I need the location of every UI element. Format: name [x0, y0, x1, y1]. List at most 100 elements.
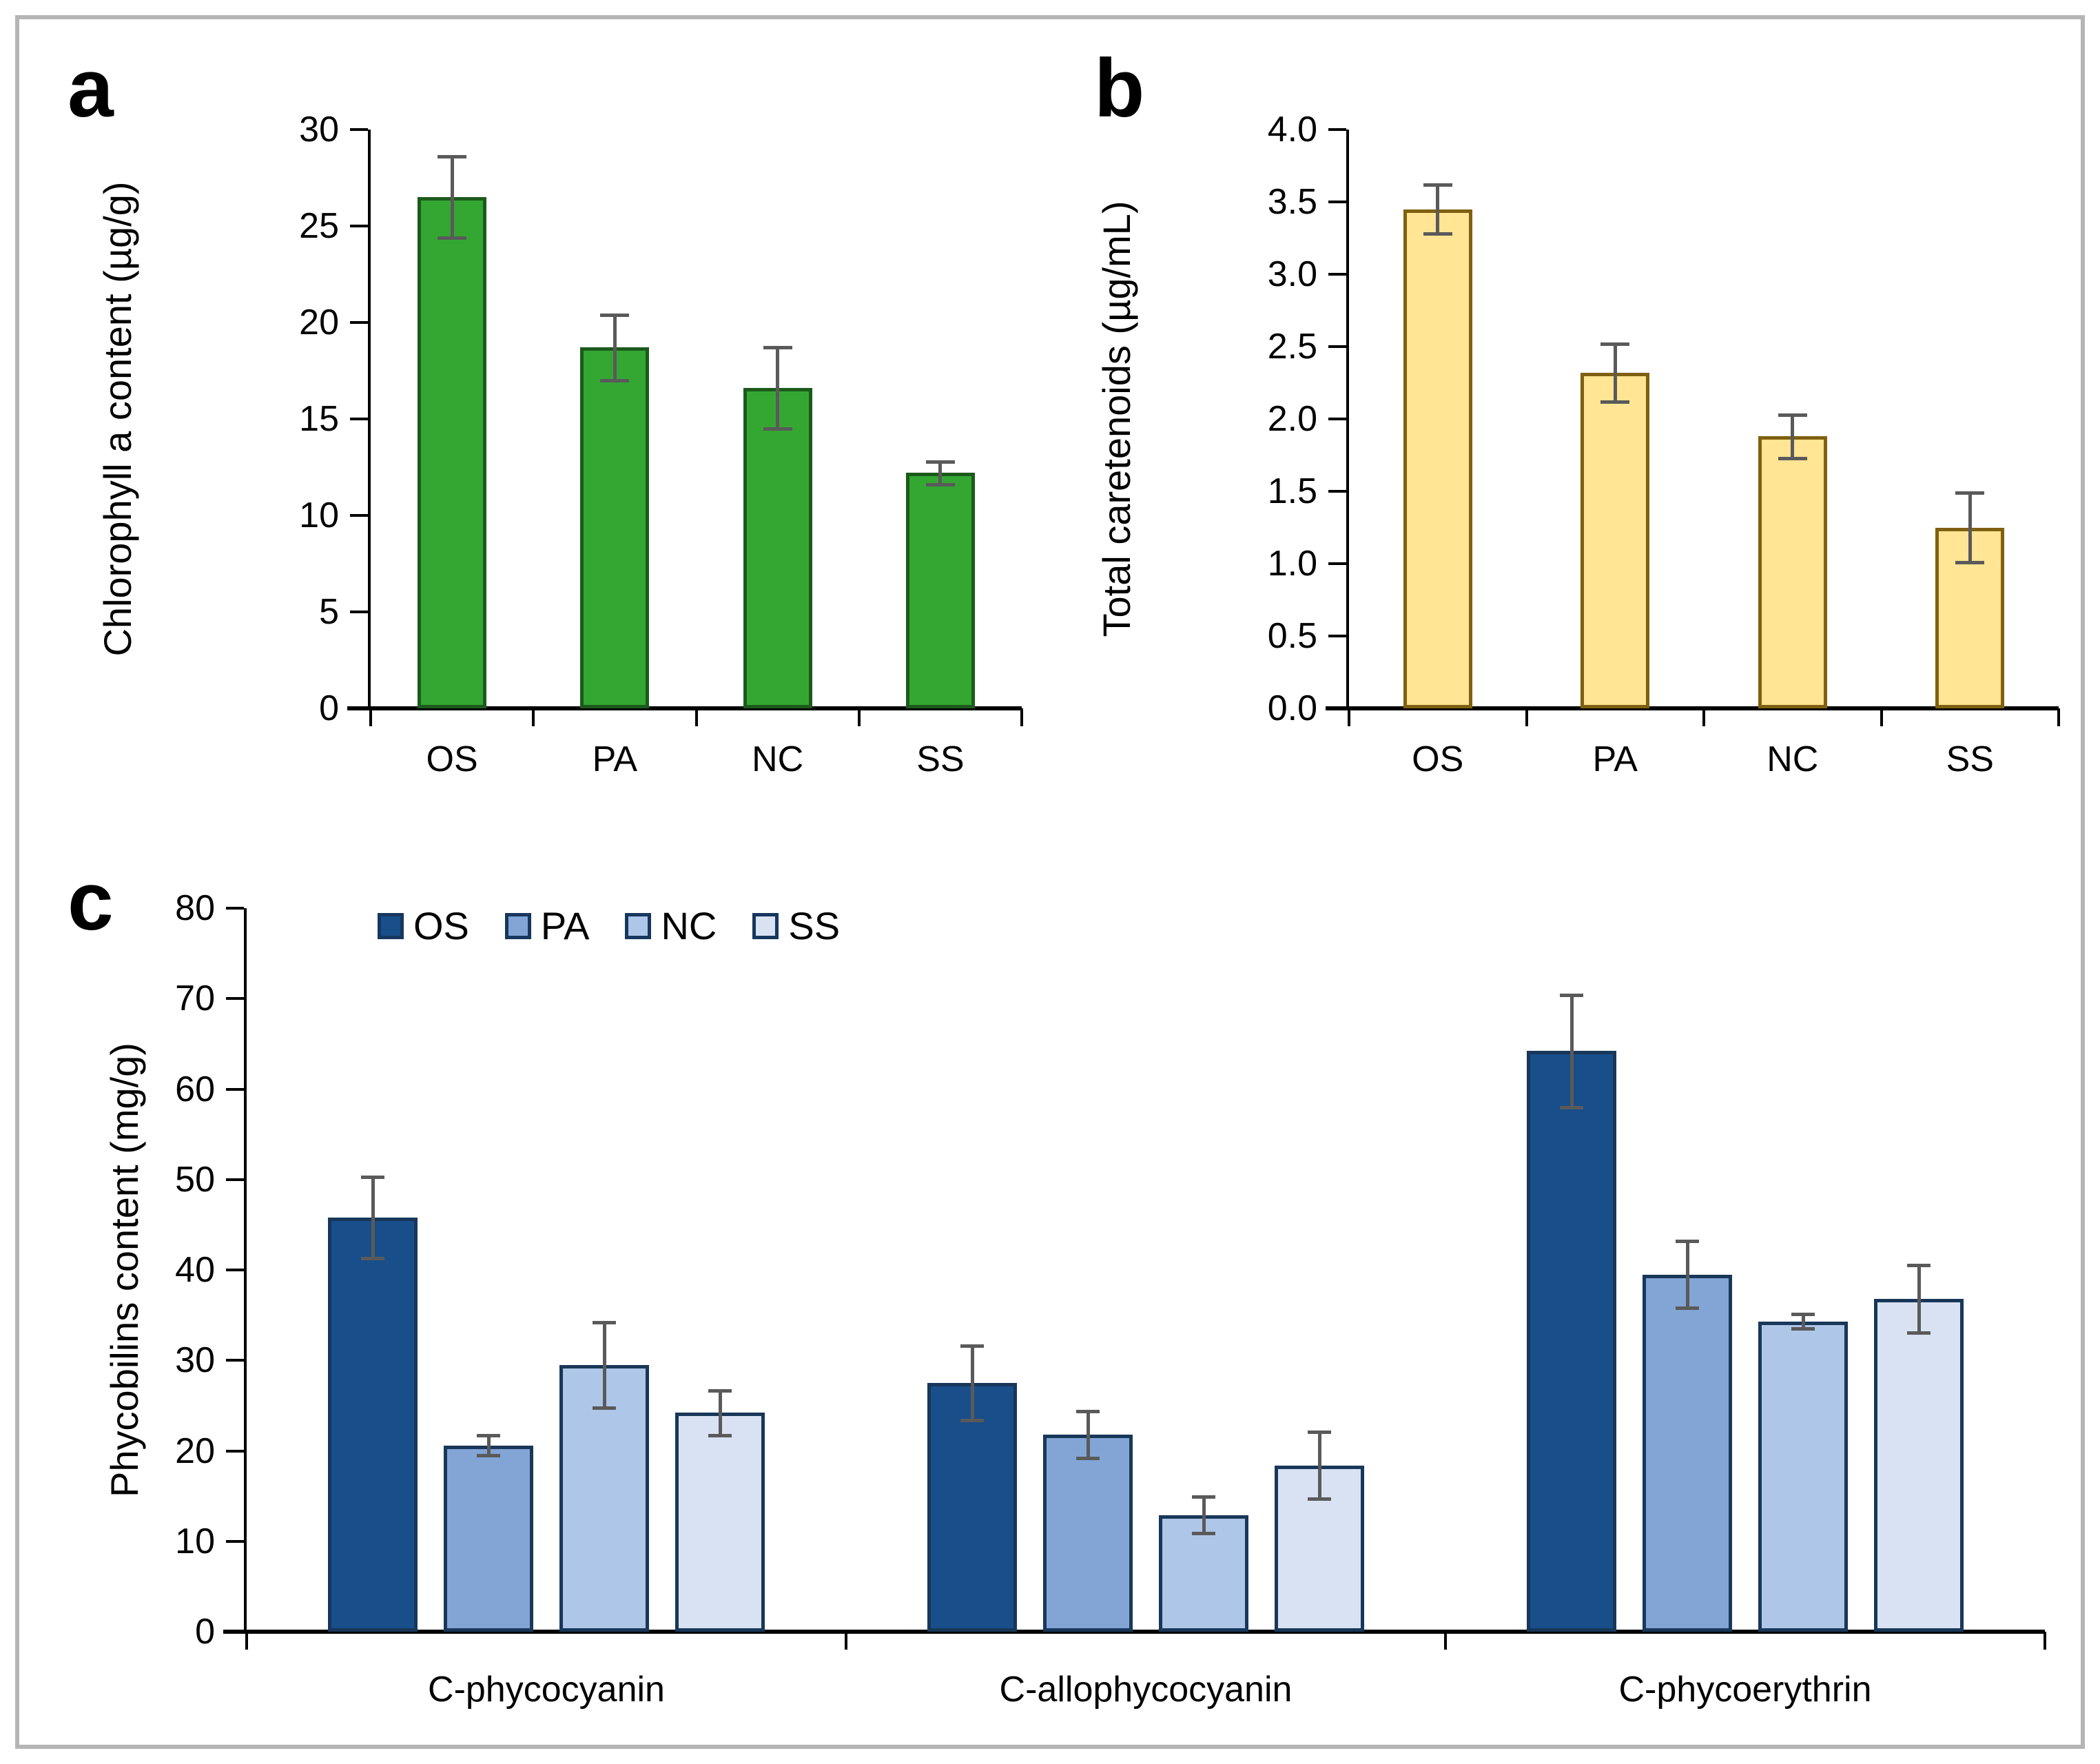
error-bar-cap-bottom — [708, 1434, 732, 1438]
y-axis-tick — [226, 1539, 244, 1543]
plot-area-a: 0 5 10 15 20 25 30 OS PA NC SS — [299, 112, 1023, 779]
x-axis-line — [347, 706, 1022, 710]
y-tick-label: 70 — [175, 978, 215, 1019]
x-axis-tick — [1525, 708, 1528, 726]
legend-swatch-PA — [504, 913, 531, 939]
y-tick-label: 25 — [299, 206, 339, 246]
panel-chlorophyll: a Chlorophyll a content (µg/g) 0 5 10 15 20 2… — [47, 47, 1053, 839]
bar-SS-C-phycoerythrin — [1874, 1299, 1964, 1632]
y-tick-label: 30 — [175, 1340, 215, 1381]
y-tick-label: 80 — [175, 888, 215, 928]
error-bar — [1791, 414, 1795, 458]
error-bar-cap-top — [1423, 183, 1452, 187]
error-bar-cap-top — [361, 1175, 384, 1179]
error-bar — [1317, 1431, 1321, 1499]
error-bar — [1436, 184, 1440, 234]
y-tick-label: 60 — [175, 1069, 215, 1109]
error-bar-cap-bottom — [925, 483, 955, 487]
error-bar — [602, 1322, 606, 1408]
y-axis-line — [1346, 130, 1349, 708]
bar-NC-C-phycoerythrin — [1758, 1321, 1848, 1632]
legend-label-PA: PA — [540, 904, 590, 947]
y-axis-tick — [1328, 201, 1346, 203]
y-tick-label: 1.5 — [1267, 471, 1317, 511]
panel-letter-a: a — [68, 42, 114, 134]
error-bar — [1569, 995, 1574, 1107]
legend-swatch-NC — [625, 913, 652, 939]
y-tick-label: 1.0 — [1267, 544, 1317, 584]
error-bar — [486, 1435, 491, 1456]
error-bar — [776, 347, 780, 429]
y-axis-tick — [226, 1359, 244, 1362]
error-bar — [1917, 1265, 1921, 1333]
y-axis-tick — [1328, 273, 1346, 276]
x-axis-tick — [845, 1632, 847, 1650]
error-bar-cap-bottom — [438, 236, 467, 240]
error-bar-cap-bottom — [477, 1454, 500, 1458]
error-bar-cap-top — [708, 1388, 732, 1393]
x-axis-line — [1326, 706, 2059, 710]
x-category-label: OS — [1412, 739, 1464, 779]
x-category-label: PA — [592, 739, 638, 779]
y-axis-tick — [226, 997, 244, 1001]
bar-SS — [905, 473, 975, 708]
y-tick-label: 0.5 — [1267, 616, 1317, 656]
error-bar-cap-top — [925, 460, 955, 464]
bar-SS-C-phycocyanin — [675, 1413, 765, 1632]
error-bar-cap-bottom — [600, 379, 630, 382]
error-bar — [450, 156, 454, 238]
error-bar — [938, 461, 943, 485]
bar-PA-C-phycocyanin — [444, 1445, 533, 1632]
y-axis-tick — [1328, 128, 1346, 131]
y-tick-label: 20 — [299, 302, 339, 342]
error-bar-cap-bottom — [763, 427, 792, 431]
bar-PA-C-allophycocyanin — [1043, 1434, 1133, 1632]
group-label: C-phycoerythrin — [1618, 1670, 1872, 1710]
error-bar-cap-bottom — [1423, 232, 1452, 236]
x-category-label: OS — [426, 739, 478, 779]
legend-item-NC: NC — [625, 907, 717, 945]
y-axis-tick — [1328, 345, 1346, 348]
y-tick-label: 0.0 — [1267, 688, 1317, 728]
y-tick-label: 0 — [319, 688, 339, 728]
y-axis-tick — [226, 907, 244, 910]
y-axis-tick — [226, 1630, 244, 1633]
error-bar-cap-top — [477, 1434, 500, 1438]
error-bar-cap-bottom — [593, 1406, 616, 1410]
error-bar-cap-top — [1791, 1313, 1815, 1317]
bar-PA — [1581, 372, 1650, 708]
x-axis-tick — [694, 708, 698, 726]
error-bar-cap-bottom — [1955, 560, 1985, 564]
bar-PA — [580, 347, 650, 708]
y-axis-line — [244, 908, 247, 1632]
error-bar — [970, 1346, 974, 1420]
panel-letter-c: c — [68, 855, 114, 947]
error-bar — [1613, 343, 1617, 402]
y-axis-tick — [350, 707, 368, 710]
x-axis-tick — [369, 708, 372, 726]
error-bar-cap-top — [1192, 1495, 1215, 1499]
y-axis-tick — [226, 1269, 244, 1271]
plot-area-c: 0 10 20 30 40 50 60 70 80 C-phycocyanin C-allophyc… — [175, 890, 2046, 1710]
error-bar-cap-top — [1308, 1430, 1331, 1434]
error-bar — [1685, 1241, 1689, 1309]
x-category-label: NC — [752, 739, 804, 779]
x-axis-tick — [1702, 708, 1705, 726]
panel-carotenoids: b Total caretenoids (µg/mL) 0.0 0.5 1.0 1.5… — [1073, 47, 2086, 839]
y-axis-tick — [226, 1087, 244, 1091]
y-tick-label: 10 — [175, 1521, 215, 1561]
error-bar-cap-top — [960, 1344, 984, 1348]
error-bar-cap-top — [763, 346, 792, 350]
error-bar-cap-top — [1076, 1409, 1100, 1413]
y-axis-tick — [350, 225, 368, 227]
error-bar-cap-top — [600, 313, 630, 317]
error-bar — [371, 1176, 375, 1258]
group-label: C-allophycocyanin — [999, 1670, 1293, 1710]
x-axis-tick — [2057, 708, 2060, 726]
y-axis-tick — [1328, 707, 1346, 710]
x-axis-tick — [2044, 1632, 2046, 1650]
error-bar-cap-bottom — [1600, 400, 1630, 404]
error-bar-cap-bottom — [1308, 1497, 1331, 1501]
error-bar — [1086, 1411, 1090, 1458]
error-bar-cap-bottom — [960, 1418, 984, 1422]
